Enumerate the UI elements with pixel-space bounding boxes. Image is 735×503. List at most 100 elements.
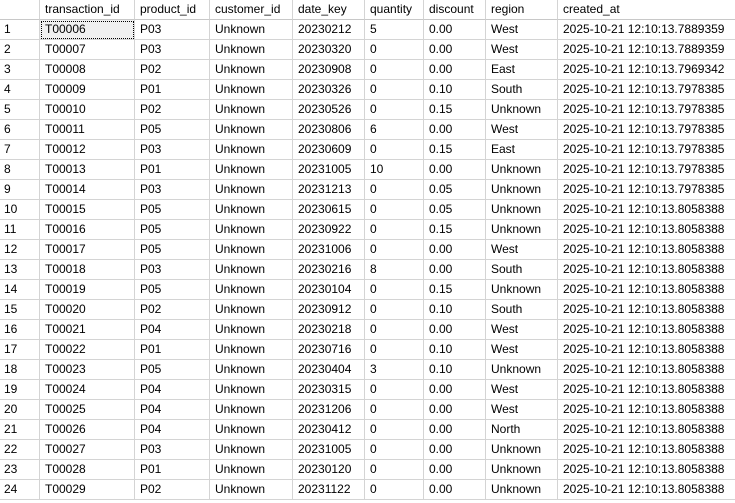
- col-customer-id-cell[interactable]: Unknown: [210, 140, 293, 160]
- col-created-at-cell[interactable]: 2025-10-21 12:10:13.7978385: [558, 140, 735, 160]
- col-region-cell[interactable]: West: [486, 20, 558, 40]
- col-date-key-cell[interactable]: 20230912: [293, 300, 365, 320]
- col-transaction-id-cell[interactable]: T00027: [40, 440, 135, 460]
- col-discount-cell[interactable]: 0.15: [424, 100, 486, 120]
- row-number[interactable]: 23: [0, 460, 40, 480]
- col-transaction-id-cell[interactable]: T00015: [40, 200, 135, 220]
- col-quantity-header[interactable]: quantity: [365, 0, 424, 20]
- col-quantity-cell[interactable]: 8: [365, 260, 424, 280]
- col-created-at-cell[interactable]: 2025-10-21 12:10:13.8058388: [558, 280, 735, 300]
- col-created-at-cell[interactable]: 2025-10-21 12:10:13.8058388: [558, 300, 735, 320]
- col-product-id-cell[interactable]: P03: [135, 140, 210, 160]
- col-region-cell[interactable]: East: [486, 60, 558, 80]
- col-transaction-id-cell[interactable]: T00020: [40, 300, 135, 320]
- col-discount-cell[interactable]: 0.00: [424, 60, 486, 80]
- row-number[interactable]: 24: [0, 480, 40, 500]
- col-quantity-cell[interactable]: 0: [365, 460, 424, 480]
- col-transaction-id-cell[interactable]: T00025: [40, 400, 135, 420]
- col-discount-cell[interactable]: 0.00: [424, 440, 486, 460]
- col-product-id-cell[interactable]: P05: [135, 360, 210, 380]
- col-customer-id-cell[interactable]: Unknown: [210, 100, 293, 120]
- row-number[interactable]: 17: [0, 340, 40, 360]
- col-region-cell[interactable]: West: [486, 120, 558, 140]
- col-created-at-cell[interactable]: 2025-10-21 12:10:13.8058388: [558, 260, 735, 280]
- col-transaction-id-cell[interactable]: T00011: [40, 120, 135, 140]
- row-number[interactable]: 15: [0, 300, 40, 320]
- col-quantity-cell[interactable]: 0: [365, 200, 424, 220]
- col-region-cell[interactable]: Unknown: [486, 280, 558, 300]
- col-product-id-cell[interactable]: P05: [135, 220, 210, 240]
- col-created-at-cell[interactable]: 2025-10-21 12:10:13.8058388: [558, 320, 735, 340]
- col-date-key-cell[interactable]: 20230806: [293, 120, 365, 140]
- col-product-id-cell[interactable]: P01: [135, 340, 210, 360]
- col-transaction-id-cell[interactable]: T00021: [40, 320, 135, 340]
- col-date-key-cell[interactable]: 20231006: [293, 240, 365, 260]
- col-transaction-id-cell[interactable]: T00016: [40, 220, 135, 240]
- col-transaction-id-cell[interactable]: T00023: [40, 360, 135, 380]
- col-customer-id-cell[interactable]: Unknown: [210, 80, 293, 100]
- col-product-id-cell[interactable]: P02: [135, 480, 210, 500]
- col-created-at-cell[interactable]: 2025-10-21 12:10:13.8058388: [558, 200, 735, 220]
- col-discount-cell[interactable]: 0.00: [424, 160, 486, 180]
- col-product-id-cell[interactable]: P02: [135, 60, 210, 80]
- col-customer-id-cell[interactable]: Unknown: [210, 180, 293, 200]
- col-created-at-cell[interactable]: 2025-10-21 12:10:13.7978385: [558, 180, 735, 200]
- col-region-cell[interactable]: South: [486, 300, 558, 320]
- col-region-cell[interactable]: West: [486, 40, 558, 60]
- col-transaction-id-cell[interactable]: T00010: [40, 100, 135, 120]
- col-created-at-cell[interactable]: 2025-10-21 12:10:13.8058388: [558, 380, 735, 400]
- col-transaction-id-cell[interactable]: T00018: [40, 260, 135, 280]
- col-product-id-cell[interactable]: P05: [135, 280, 210, 300]
- col-date-key-cell[interactable]: 20231206: [293, 400, 365, 420]
- col-customer-id-cell[interactable]: Unknown: [210, 320, 293, 340]
- row-number[interactable]: 6: [0, 120, 40, 140]
- col-customer-id-cell[interactable]: Unknown: [210, 240, 293, 260]
- row-number[interactable]: 14: [0, 280, 40, 300]
- col-product-id-header[interactable]: product_id: [135, 0, 210, 20]
- col-customer-id-cell[interactable]: Unknown: [210, 360, 293, 380]
- row-number-header[interactable]: [0, 0, 40, 20]
- col-created-at-cell[interactable]: 2025-10-21 12:10:13.8058388: [558, 220, 735, 240]
- col-product-id-cell[interactable]: P05: [135, 240, 210, 260]
- col-region-cell[interactable]: West: [486, 240, 558, 260]
- col-transaction-id-cell[interactable]: T00017: [40, 240, 135, 260]
- col-quantity-cell[interactable]: 0: [365, 280, 424, 300]
- col-region-cell[interactable]: Unknown: [486, 200, 558, 220]
- col-date-key-header[interactable]: date_key: [293, 0, 365, 20]
- col-transaction-id-cell[interactable]: T00012: [40, 140, 135, 160]
- row-number[interactable]: 18: [0, 360, 40, 380]
- col-discount-cell[interactable]: 0.00: [424, 480, 486, 500]
- col-quantity-cell[interactable]: 5: [365, 20, 424, 40]
- col-discount-cell[interactable]: 0.00: [424, 380, 486, 400]
- col-date-key-cell[interactable]: 20230908: [293, 60, 365, 80]
- row-number[interactable]: 20: [0, 400, 40, 420]
- col-transaction-id-cell[interactable]: T00022: [40, 340, 135, 360]
- col-quantity-cell[interactable]: 0: [365, 180, 424, 200]
- row-number[interactable]: 5: [0, 100, 40, 120]
- row-number[interactable]: 7: [0, 140, 40, 160]
- col-quantity-cell[interactable]: 0: [365, 440, 424, 460]
- col-date-key-cell[interactable]: 20230212: [293, 20, 365, 40]
- col-created-at-cell[interactable]: 2025-10-21 12:10:13.7978385: [558, 120, 735, 140]
- col-transaction-id-cell[interactable]: T00024: [40, 380, 135, 400]
- col-region-cell[interactable]: North: [486, 420, 558, 440]
- col-region-cell[interactable]: West: [486, 340, 558, 360]
- col-customer-id-cell[interactable]: Unknown: [210, 460, 293, 480]
- col-region-cell[interactable]: Unknown: [486, 440, 558, 460]
- col-quantity-cell[interactable]: 6: [365, 120, 424, 140]
- col-transaction-id-cell[interactable]: T00029: [40, 480, 135, 500]
- col-date-key-cell[interactable]: 20230104: [293, 280, 365, 300]
- col-region-cell[interactable]: Unknown: [486, 360, 558, 380]
- col-product-id-cell[interactable]: P03: [135, 20, 210, 40]
- row-number[interactable]: 2: [0, 40, 40, 60]
- col-quantity-cell[interactable]: 0: [365, 400, 424, 420]
- col-discount-cell[interactable]: 0.00: [424, 40, 486, 60]
- col-region-cell[interactable]: South: [486, 80, 558, 100]
- col-transaction-id-cell[interactable]: T00019: [40, 280, 135, 300]
- row-number[interactable]: 9: [0, 180, 40, 200]
- col-date-key-cell[interactable]: 20231122: [293, 480, 365, 500]
- col-discount-cell[interactable]: 0.00: [424, 120, 486, 140]
- col-discount-cell[interactable]: 0.15: [424, 140, 486, 160]
- col-created-at-cell[interactable]: 2025-10-21 12:10:13.8058388: [558, 340, 735, 360]
- col-discount-cell[interactable]: 0.15: [424, 280, 486, 300]
